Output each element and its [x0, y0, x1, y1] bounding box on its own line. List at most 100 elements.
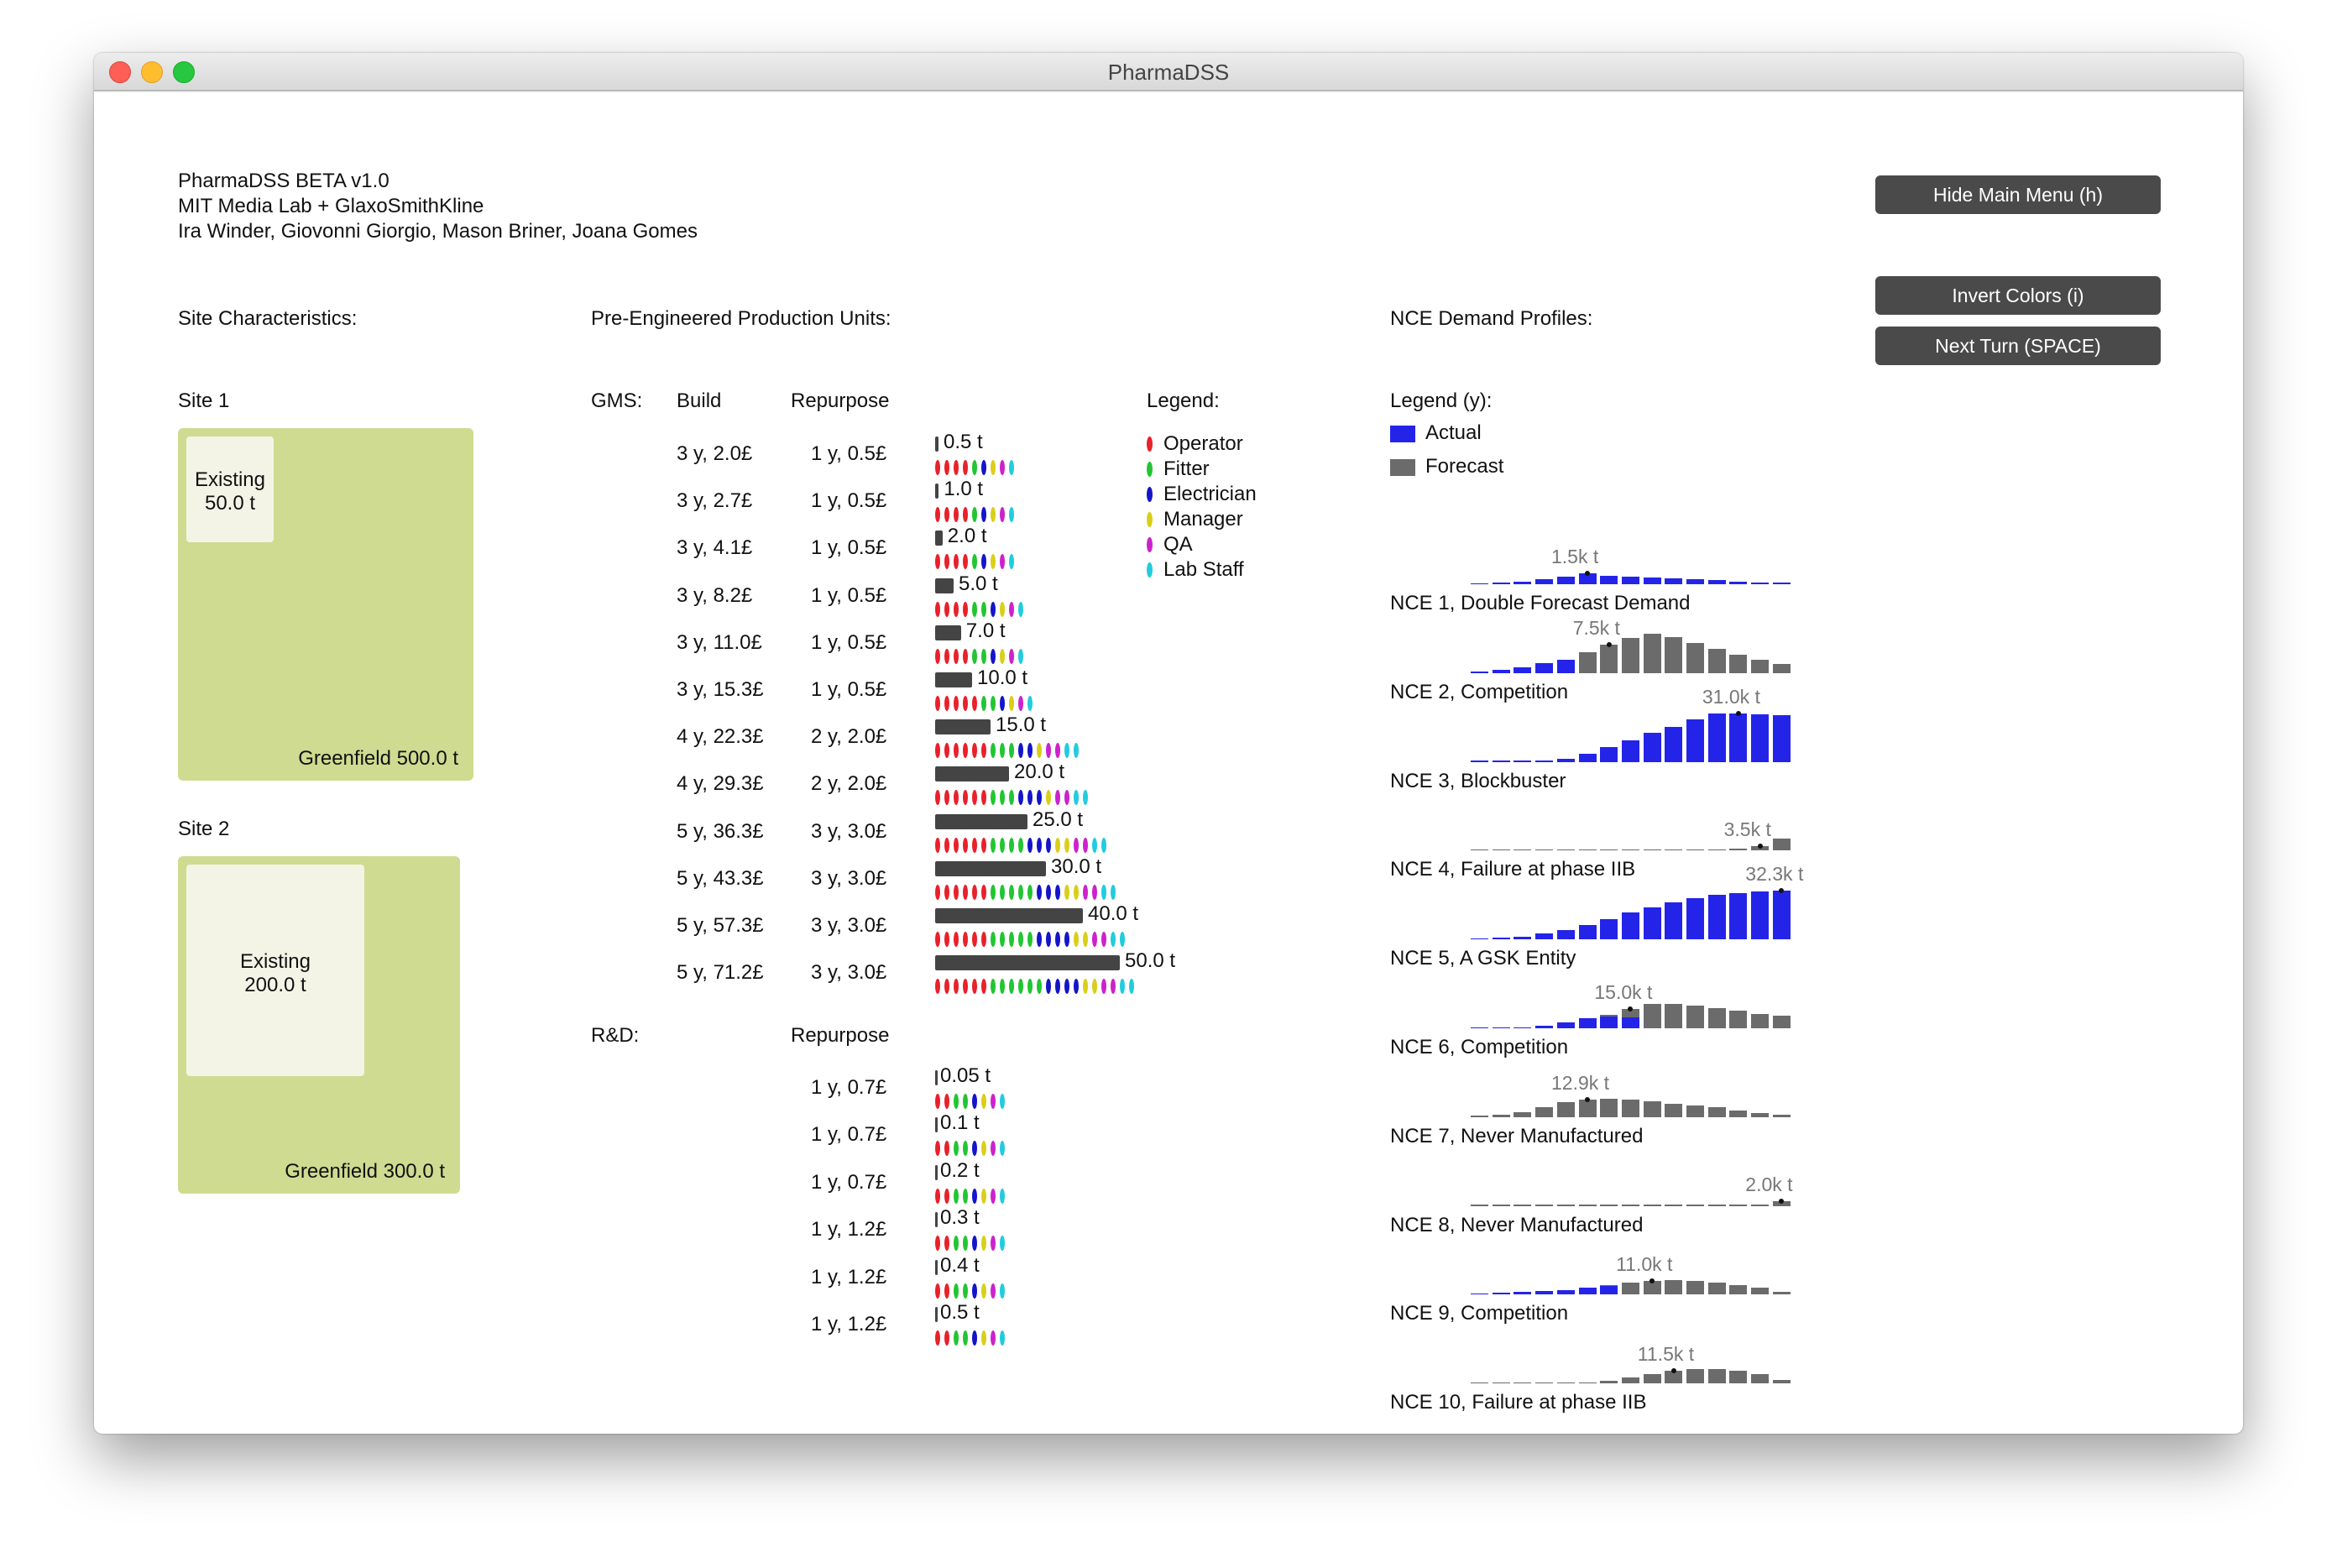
- gms-capacity-bar[interactable]: [935, 766, 1009, 782]
- gms-unit-staff-dot: [1000, 601, 1005, 617]
- nce-profile-name[interactable]: NCE 5, A GSK Entity: [1390, 947, 1576, 970]
- gms-capacity-label: 20.0 t: [1014, 760, 1065, 784]
- nce-profile-name[interactable]: NCE 6, Competition: [1390, 1036, 1569, 1058]
- site-1-existing-label: Existing: [194, 468, 266, 491]
- site-2-label: Site 2: [178, 818, 230, 840]
- gms-unit-staff-dot: [1074, 979, 1079, 995]
- rd-unit-staff-dot: [954, 1283, 959, 1299]
- gms-unit-staff-dot: [963, 507, 968, 523]
- next-turn-button[interactable]: Next Turn (SPACE): [1875, 327, 2161, 365]
- gms-capacity-bar[interactable]: [935, 908, 1083, 923]
- gms-unit-staff-dot: [1120, 979, 1125, 995]
- gms-unit-staff-dot: [935, 648, 940, 664]
- gms-capacity-bar[interactable]: [935, 625, 961, 640]
- gms-capacity-bar[interactable]: [935, 436, 938, 452]
- nce-actual-bar: [1729, 713, 1748, 762]
- rd-capacity-bar[interactable]: [935, 1259, 938, 1275]
- nce-profile-name[interactable]: NCE 1, Double Forecast Demand: [1390, 592, 1691, 614]
- production-units-heading: Pre-Engineered Production Units:: [591, 307, 891, 330]
- gms-capacity-bar[interactable]: [935, 719, 991, 735]
- gms-capacity-bar[interactable]: [935, 578, 954, 593]
- gms-unit-staff-dot: [963, 648, 968, 664]
- nce-peak-label: 12.9k t: [1551, 1071, 1610, 1094]
- gms-unit-staff-dot: [1064, 790, 1069, 806]
- nce-forecast-bar: [1665, 1205, 1683, 1206]
- gms-capacity-bar[interactable]: [935, 483, 939, 499]
- rd-unit-staff-dot: [981, 1236, 986, 1252]
- minimize-window-button[interactable]: [141, 61, 163, 83]
- hide-main-menu-button[interactable]: Hide Main Menu (h): [1875, 175, 2161, 214]
- nce-peak-marker: [1628, 1006, 1634, 1011]
- gms-unit-staff-dot: [1083, 837, 1088, 853]
- nce-profile-name[interactable]: NCE 2, Competition: [1390, 680, 1569, 703]
- gms-capacity-bar[interactable]: [935, 813, 1027, 829]
- site-1-existing[interactable]: Existing 50.0 t: [186, 436, 274, 542]
- gms-unit-staff-dot: [1120, 932, 1125, 947]
- nce-profile-name[interactable]: NCE 10, Failure at phase IIB: [1390, 1391, 1647, 1414]
- rd-unit-staff-dot: [963, 1188, 968, 1204]
- gms-build-value: 5 y, 36.3£: [677, 819, 764, 843]
- gms-unit-staff-dot: [1018, 790, 1023, 806]
- gms-repurpose-value: 2 y, 2.0£: [811, 772, 887, 796]
- nce-profile-name[interactable]: NCE 8, Never Manufactured: [1390, 1213, 1644, 1236]
- gms-unit-staff-dot: [1064, 837, 1069, 853]
- gms-repurpose-value: 3 y, 3.0£: [811, 961, 887, 985]
- nce-actual-bar: [1535, 663, 1554, 673]
- nce-actual-bar: [1751, 713, 1770, 762]
- nce-profile-name[interactable]: NCE 7, Never Manufactured: [1390, 1124, 1644, 1147]
- gms-unit-staff-dot: [963, 979, 968, 995]
- gms-unit-staff-dot: [1027, 884, 1033, 900]
- nce-profile-name[interactable]: NCE 3, Blockbuster: [1390, 769, 1566, 792]
- gms-unit-staff-dot: [972, 790, 977, 806]
- site-2-area[interactable]: Existing 200.0 t Greenfield 300.0 t: [178, 856, 460, 1194]
- gms-unit-staff-dot: [944, 601, 949, 617]
- rd-capacity-bar[interactable]: [935, 1307, 938, 1322]
- gms-unit-staff-dot: [1009, 460, 1014, 475]
- gms-unit-staff-dot: [1064, 979, 1069, 995]
- nce-profile-name[interactable]: NCE 9, Competition: [1390, 1302, 1569, 1325]
- close-window-button[interactable]: [109, 61, 131, 83]
- nce-actual-bar: [1514, 1291, 1532, 1295]
- zoom-window-button[interactable]: [173, 61, 195, 83]
- nce-forecast-bar: [1556, 1382, 1575, 1384]
- rd-capacity-bar[interactable]: [935, 1212, 938, 1228]
- gms-unit-staff-dot: [972, 932, 977, 947]
- gms-unit-staff-dot: [1000, 932, 1005, 947]
- staff-legend-dot: [1147, 562, 1153, 578]
- rd-unit-staff-dot: [972, 1094, 977, 1109]
- rd-capacity-label: 0.3 t: [940, 1206, 980, 1230]
- gms-capacity-label: 30.0 t: [1051, 855, 1102, 878]
- nce-actual-bar: [1621, 576, 1639, 584]
- rd-unit-staff-dot: [981, 1330, 986, 1346]
- gms-capacity-bar[interactable]: [935, 672, 972, 687]
- gms-unit-staff-dot: [1009, 790, 1014, 806]
- rd-capacity-bar[interactable]: [935, 1164, 938, 1180]
- nce-forecast-bar: [1751, 1205, 1770, 1206]
- invert-colors-button[interactable]: Invert Colors (i): [1875, 276, 2161, 315]
- gms-unit-staff-dot: [1009, 884, 1014, 900]
- gms-repurpose-value: 3 y, 3.0£: [811, 866, 887, 890]
- nce-profile-name[interactable]: NCE 4, Failure at phase IIB: [1390, 858, 1636, 881]
- site-2-greenfield: Greenfield 300.0 t: [285, 1160, 445, 1183]
- gms-unit-staff-dot: [1000, 696, 1005, 711]
- gms-unit-staff-dot: [1046, 884, 1051, 900]
- rd-capacity-bar[interactable]: [935, 1070, 938, 1085]
- nce-actual-bar: [1729, 581, 1748, 584]
- gms-capacity-bar[interactable]: [935, 860, 1046, 876]
- gms-repurpose-value: 3 y, 3.0£: [811, 914, 887, 937]
- nce-forecast-bar: [1729, 1011, 1748, 1028]
- nce-forecast-bar: [1578, 1205, 1597, 1206]
- site-2-existing[interactable]: Existing 200.0 t: [186, 865, 364, 1076]
- rd-unit-staff-dot: [981, 1188, 986, 1204]
- gms-repurpose-value: 1 y, 0.5£: [811, 489, 887, 513]
- rd-capacity-bar[interactable]: [935, 1117, 938, 1133]
- gms-capacity-bar[interactable]: [935, 955, 1120, 971]
- nce-actual-bar: [1556, 1022, 1575, 1028]
- gms-capacity-bar[interactable]: [935, 531, 943, 546]
- gms-unit-staff-dot: [1083, 932, 1088, 947]
- nce-forecast-bar: [1621, 849, 1639, 851]
- nce-forecast-bar: [1535, 1382, 1554, 1384]
- demand-profiles-heading: NCE Demand Profiles:: [1390, 307, 1593, 330]
- site-1-area[interactable]: Existing 50.0 t Greenfield 500.0 t: [178, 428, 473, 781]
- gms-unit-staff-dot: [1000, 743, 1005, 759]
